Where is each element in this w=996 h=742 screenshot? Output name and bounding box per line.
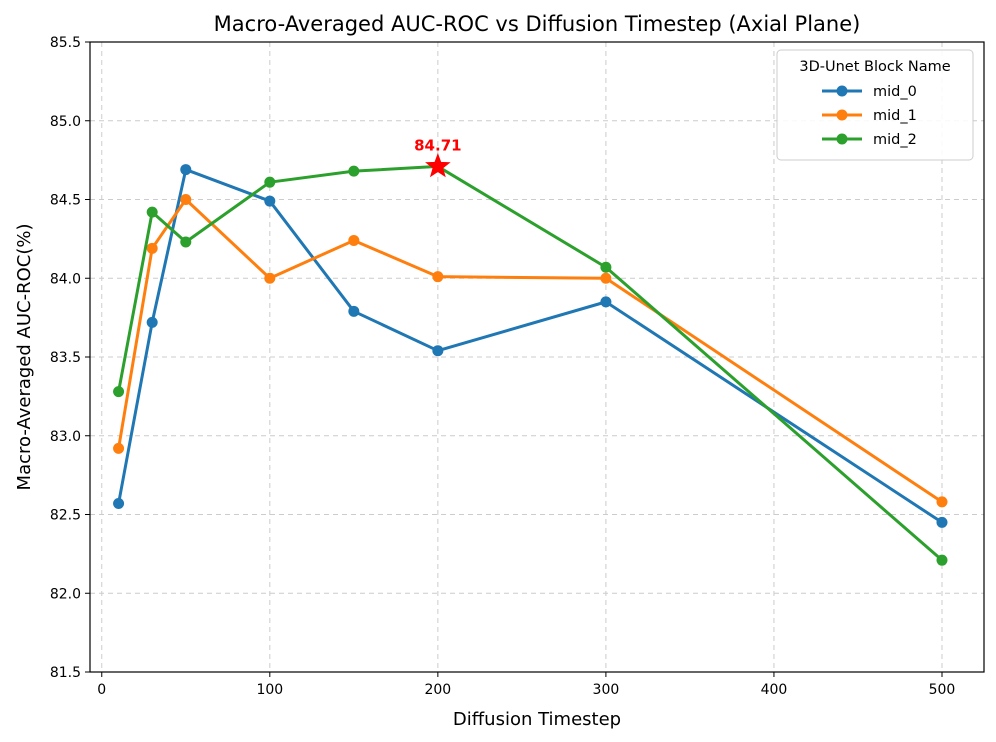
y-tick-label: 85.0 [50,114,81,130]
data-point-mid_2 [146,206,158,218]
data-point-mid_2 [600,261,612,273]
data-point-mid_1 [348,234,360,246]
legend-box [776,49,974,161]
y-axis-label: Macro-Averaged AUC-ROC(%) [14,224,35,491]
legend-items: mid_0 mid_1 mid_2 [822,84,917,148]
series-line-mid_0 [117,168,943,524]
data-point-mid_0 [432,345,444,357]
data-point-mid_0 [180,164,192,176]
best-point-star-marker [425,152,451,178]
legend-swatch-marker [836,133,848,145]
legend-item-mid_1: mid_1 [822,108,917,124]
data-point-mid_1 [113,442,125,454]
legend-swatch-marker [836,85,848,97]
data-point-mid_1 [936,496,948,508]
y-axis-ticks: 81.5 82.0 82.5 83.0 83.5 84.0 84.5 85.0 85.5 [50,35,90,681]
y-tick-label: 82.0 [50,586,81,602]
data-point-mid_1 [264,272,276,284]
y-tick-label: 81.5 [50,665,81,681]
x-tick-label: 300 [593,682,620,698]
legend-label: mid_0 [873,84,917,100]
data-point-mid_0 [936,516,948,528]
series-layer [113,160,948,566]
data-point-mid_2 [264,176,276,188]
y-tick-label: 84.5 [50,193,81,209]
data-point-mid_0 [113,497,125,509]
data-point-mid_1 [180,194,192,205]
x-tick-label: 200 [424,682,451,698]
legend-swatch-marker [836,109,848,121]
series-mid_0 [113,164,948,528]
data-point-mid_0 [264,195,276,207]
data-point-mid_1 [600,272,612,284]
series-line-mid_2 [117,164,943,562]
data-point-mid_1 [146,242,158,254]
data-point-mid_2 [180,236,192,248]
series-mid_1 [113,194,948,508]
legend-label: mid_1 [873,108,917,124]
x-axis-ticks: 0 100 200 300 400 500 [97,672,955,698]
y-tick-label: 83.0 [50,429,81,445]
series-line-mid_1 [117,198,943,504]
data-point-mid_2 [113,386,125,398]
legend-label: mid_2 [873,132,917,148]
data-point-mid_0 [146,316,158,328]
annotation-layer: 84.71 [414,136,462,178]
x-tick-label: 0 [97,682,106,698]
y-tick-label: 84.0 [50,271,81,287]
chart-title: Macro-Averaged AUC-ROC vs Diffusion Time… [214,12,861,36]
legend: 3D-Unet Block Name mid_0 mid_1 mid_2 [776,49,974,161]
data-point-mid_1 [432,271,444,283]
data-point-mid_2 [936,554,948,566]
x-tick-label: 400 [761,682,788,698]
y-tick-label: 83.5 [50,350,81,366]
legend-item-mid_0: mid_0 [822,84,917,100]
y-tick-label: 85.5 [50,35,81,51]
legend-title: 3D-Unet Block Name [799,59,950,75]
data-point-mid_0 [348,305,360,317]
legend-item-mid_2: mid_2 [822,132,917,148]
data-point-mid_2 [348,165,360,177]
best-point-annotation: 84.71 [414,136,461,154]
y-tick-label: 82.5 [50,508,81,524]
x-axis-label: Diffusion Timestep [453,709,621,730]
data-point-mid_0 [600,296,612,308]
x-tick-label: 100 [256,682,283,698]
x-tick-label: 500 [929,682,956,698]
